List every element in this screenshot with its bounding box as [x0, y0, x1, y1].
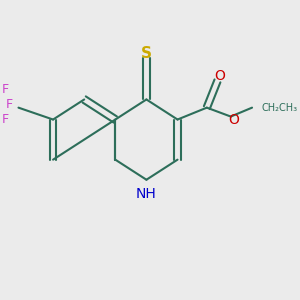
Text: O: O — [228, 112, 239, 127]
Text: F: F — [6, 98, 13, 111]
Text: F: F — [2, 113, 9, 126]
Text: F: F — [2, 83, 9, 96]
Text: NH: NH — [136, 187, 157, 201]
Text: O: O — [215, 69, 226, 83]
Text: S: S — [141, 46, 152, 61]
Text: CH₂CH₃: CH₂CH₃ — [261, 103, 298, 112]
